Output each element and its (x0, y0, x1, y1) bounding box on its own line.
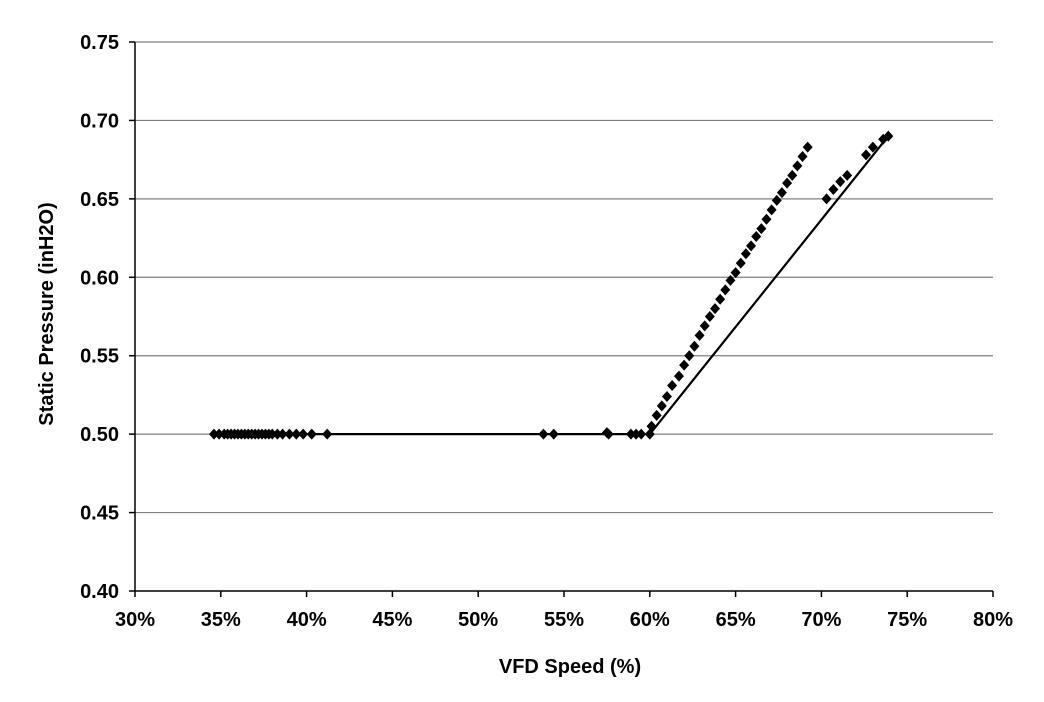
data-point (306, 428, 317, 440)
data-point (771, 194, 782, 206)
data-point (277, 428, 288, 440)
y-tick-label: 0.40 (80, 581, 119, 603)
data-point (625, 428, 636, 440)
data-point (646, 420, 657, 432)
y-axis-title: Static Pressure (inH2O) (36, 202, 58, 425)
data-point (802, 141, 813, 153)
data-point (322, 428, 333, 440)
y-tick-label: 0.45 (80, 503, 119, 525)
data-point (776, 187, 787, 199)
data-point (725, 274, 736, 286)
data-point (656, 400, 667, 412)
data-point (644, 428, 655, 440)
data-point (679, 359, 690, 371)
data-point (694, 329, 705, 341)
data-point (673, 370, 684, 382)
data-points (208, 130, 894, 440)
data-point (883, 130, 894, 142)
y-tick-label: 0.60 (80, 267, 119, 289)
data-point (782, 177, 793, 189)
data-point (715, 293, 726, 305)
data-point (548, 428, 559, 440)
data-point (214, 428, 225, 440)
data-point (704, 311, 715, 322)
data-point (538, 428, 549, 440)
x-tick-label: 60% (630, 609, 670, 631)
data-point (651, 409, 662, 421)
data-point (821, 193, 832, 205)
x-axis-title: VFD Speed (%) (499, 656, 641, 678)
x-tick-label: 65% (716, 609, 756, 631)
tick-labels: 0.40 0.45 0.50 0.55 0.60 0.65 0.70 0.75 30% 35% 40… (80, 32, 1013, 631)
data-point (746, 240, 757, 252)
data-point (720, 284, 731, 296)
data-point (751, 231, 762, 243)
data-point (689, 340, 700, 352)
y-tick-label: 0.65 (80, 189, 119, 211)
data-point (787, 169, 798, 181)
data-point (735, 257, 746, 269)
data-point (797, 151, 808, 163)
data-point (867, 141, 878, 153)
data-point (861, 149, 872, 161)
data-point (603, 428, 614, 440)
y-tick-label: 0.70 (80, 110, 119, 132)
data-point (710, 303, 721, 315)
data-point (835, 176, 846, 188)
x-tick-label: 55% (544, 609, 584, 631)
data-point (766, 204, 777, 216)
y-tick-label: 0.55 (80, 346, 119, 368)
x-tick-label: 30% (115, 609, 155, 631)
x-tick-label: 40% (287, 609, 327, 631)
x-tick-label: 75% (887, 609, 927, 631)
axes (129, 41, 994, 597)
gridlines (135, 41, 993, 514)
data-point (267, 428, 278, 440)
data-point (684, 350, 695, 362)
x-tick-label: 70% (801, 609, 841, 631)
data-point (792, 160, 803, 172)
data-point (828, 183, 839, 195)
data-point (661, 390, 672, 402)
data-point (730, 267, 741, 279)
data-point (272, 428, 283, 440)
x-tick-label: 45% (372, 609, 412, 631)
data-point (699, 320, 710, 332)
data-point (756, 223, 767, 235)
data-point (208, 428, 219, 440)
y-tick-label: 0.50 (80, 424, 119, 446)
x-tick-label: 50% (458, 609, 498, 631)
data-point (291, 428, 302, 440)
data-point (636, 428, 647, 440)
data-point (631, 428, 642, 440)
data-point (667, 380, 678, 392)
data-point (284, 428, 295, 440)
data-point (842, 169, 853, 181)
x-tick-label: 35% (201, 609, 241, 631)
y-tick-label: 0.75 (80, 32, 119, 54)
data-point (298, 428, 309, 440)
data-point (761, 213, 772, 225)
x-tick-label: 80% (973, 609, 1013, 631)
data-point (740, 248, 751, 260)
